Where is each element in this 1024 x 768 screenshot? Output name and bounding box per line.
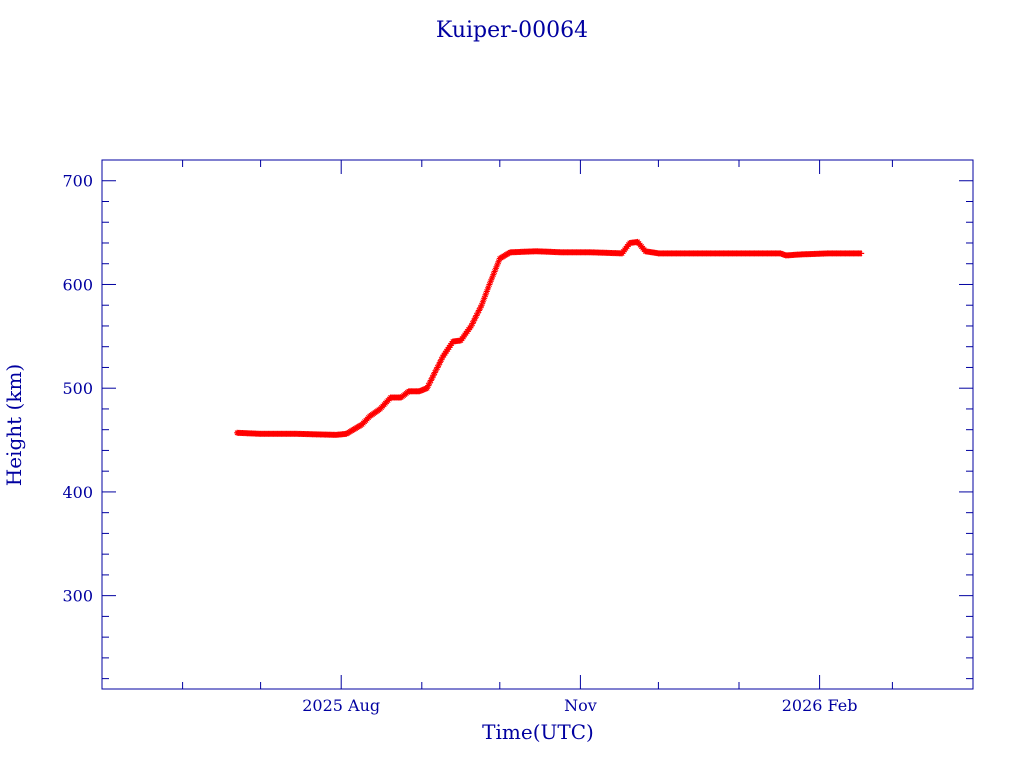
y-tick-label: 500 [62,379,93,398]
y-axis: 300 400 500 600 700 [62,159,973,680]
chart-title: Kuiper-00064 [436,18,588,43]
x-tick-label: 2025 Aug [302,696,380,715]
data-point [425,382,432,389]
data-point [858,250,865,257]
x-axis: 2025 Aug Nov 2026 Feb [182,160,893,715]
y-tick-label: 400 [62,483,93,502]
data-point [485,284,492,291]
plot-frame [101,159,974,690]
x-tick-label: Nov [564,696,597,715]
y-tick-label: 700 [62,172,93,191]
y-tick-label: 600 [62,275,93,294]
x-tick-label: 2026 Feb [782,696,858,715]
data-series [234,238,865,438]
y-axis-label: Height (km) [2,364,26,486]
x-axis-label: Time(UTC) [482,720,594,744]
y-tick-label: 300 [62,587,93,606]
data-point [486,281,493,288]
